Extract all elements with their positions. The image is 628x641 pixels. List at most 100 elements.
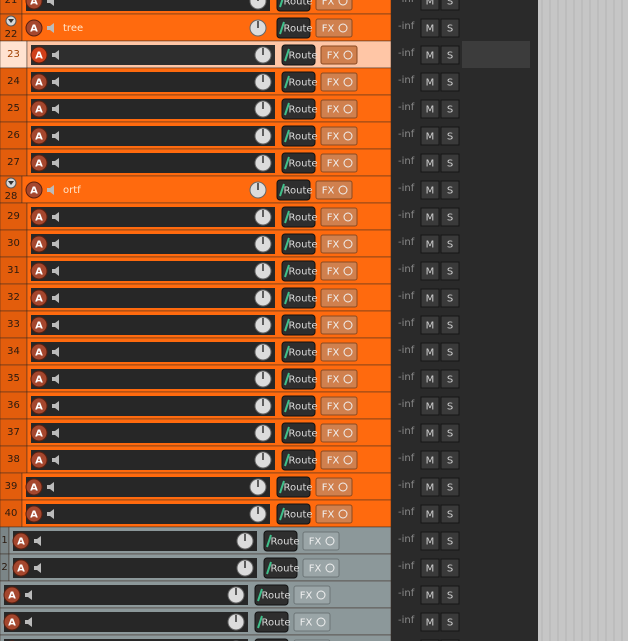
route-button[interactable] bbox=[276, 179, 311, 201]
solo-button[interactable] bbox=[440, 423, 460, 443]
monitor-icon[interactable] bbox=[52, 401, 59, 411]
fx-bypass-icon[interactable] bbox=[343, 401, 353, 411]
record-arm-button[interactable] bbox=[25, 505, 43, 523]
solo-button[interactable] bbox=[440, 369, 460, 389]
fx-bypass-icon[interactable] bbox=[338, 482, 348, 492]
monitor-icon[interactable] bbox=[47, 0, 54, 6]
mute-button[interactable] bbox=[420, 45, 440, 65]
route-button[interactable] bbox=[276, 0, 311, 12]
record-arm-button[interactable] bbox=[25, 478, 43, 496]
monitor-icon[interactable] bbox=[52, 455, 59, 465]
route-button[interactable] bbox=[281, 233, 316, 255]
track-panel-row[interactable] bbox=[0, 634, 392, 641]
record-arm-button[interactable] bbox=[25, 0, 43, 10]
fx-bypass-icon[interactable] bbox=[343, 293, 353, 303]
route-button[interactable] bbox=[281, 152, 316, 174]
monitor-icon[interactable] bbox=[52, 293, 59, 303]
monitor-icon[interactable] bbox=[47, 509, 54, 519]
route-button[interactable] bbox=[254, 584, 289, 606]
mute-button[interactable] bbox=[420, 585, 440, 605]
record-arm-button[interactable] bbox=[30, 208, 48, 226]
record-arm-button[interactable] bbox=[30, 451, 48, 469]
route-button[interactable] bbox=[281, 368, 316, 390]
fx-bypass-icon[interactable] bbox=[343, 50, 353, 60]
solo-button[interactable] bbox=[440, 288, 460, 308]
route-button[interactable] bbox=[254, 611, 289, 633]
fx-button-group[interactable] bbox=[315, 0, 353, 11]
mute-button[interactable] bbox=[420, 18, 440, 38]
fx-bypass-icon[interactable] bbox=[338, 0, 348, 6]
monitor-icon[interactable] bbox=[52, 239, 59, 249]
record-arm-button[interactable] bbox=[30, 73, 48, 91]
mute-button[interactable] bbox=[420, 531, 440, 551]
mute-button[interactable] bbox=[420, 153, 440, 173]
record-arm-button[interactable] bbox=[30, 424, 48, 442]
route-button[interactable] bbox=[263, 557, 298, 579]
route-button[interactable] bbox=[281, 206, 316, 228]
monitor-icon[interactable] bbox=[25, 617, 32, 627]
mute-button[interactable] bbox=[420, 369, 440, 389]
fx-bypass-icon[interactable] bbox=[325, 536, 335, 546]
fx-bypass-icon[interactable] bbox=[343, 266, 353, 276]
mute-button[interactable] bbox=[420, 207, 440, 227]
fx-bypass-icon[interactable] bbox=[343, 158, 353, 168]
mute-button[interactable] bbox=[420, 342, 440, 362]
route-button[interactable] bbox=[281, 98, 316, 120]
fx-bypass-icon[interactable] bbox=[343, 428, 353, 438]
volume-knob[interactable] bbox=[249, 0, 267, 10]
record-arm-button[interactable] bbox=[30, 235, 48, 253]
record-arm-button[interactable] bbox=[25, 181, 43, 199]
solo-button[interactable] bbox=[440, 396, 460, 416]
route-button[interactable] bbox=[281, 449, 316, 471]
route-button[interactable] bbox=[281, 341, 316, 363]
monitor-icon[interactable] bbox=[52, 158, 59, 168]
monitor-icon[interactable] bbox=[52, 320, 59, 330]
solo-button[interactable] bbox=[440, 342, 460, 362]
record-arm-button[interactable] bbox=[30, 154, 48, 172]
solo-button[interactable] bbox=[440, 207, 460, 227]
monitor-icon[interactable] bbox=[47, 482, 54, 492]
route-button[interactable] bbox=[281, 44, 316, 66]
record-arm-button[interactable] bbox=[12, 559, 30, 577]
monitor-icon[interactable] bbox=[47, 23, 54, 33]
record-arm-button[interactable] bbox=[30, 100, 48, 118]
monitor-icon[interactable] bbox=[52, 266, 59, 276]
route-button[interactable] bbox=[263, 530, 298, 552]
solo-button[interactable] bbox=[440, 45, 460, 65]
route-button[interactable] bbox=[281, 314, 316, 336]
solo-button[interactable] bbox=[440, 612, 460, 632]
fx-bypass-icon[interactable] bbox=[343, 239, 353, 249]
mute-button[interactable] bbox=[420, 261, 440, 281]
mute-button[interactable] bbox=[420, 423, 440, 443]
fx-bypass-icon[interactable] bbox=[343, 77, 353, 87]
monitor-icon[interactable] bbox=[52, 50, 59, 60]
mute-button[interactable] bbox=[420, 504, 440, 524]
record-arm-button[interactable] bbox=[12, 532, 30, 550]
record-arm-button[interactable] bbox=[3, 586, 21, 604]
solo-button[interactable] bbox=[440, 153, 460, 173]
mute-button[interactable] bbox=[420, 450, 440, 470]
solo-button[interactable] bbox=[440, 504, 460, 524]
record-arm-button[interactable] bbox=[30, 289, 48, 307]
mute-button[interactable] bbox=[420, 558, 440, 578]
solo-button[interactable] bbox=[440, 477, 460, 497]
solo-button[interactable] bbox=[440, 234, 460, 254]
record-arm-button[interactable] bbox=[25, 19, 43, 37]
solo-button[interactable] bbox=[440, 261, 460, 281]
record-arm-button[interactable] bbox=[30, 397, 48, 415]
record-arm-button[interactable] bbox=[30, 262, 48, 280]
solo-button[interactable] bbox=[440, 531, 460, 551]
route-button[interactable] bbox=[276, 476, 311, 498]
monitor-icon[interactable] bbox=[52, 347, 59, 357]
mute-button[interactable] bbox=[420, 126, 440, 146]
monitor-icon[interactable] bbox=[52, 104, 59, 114]
solo-button[interactable] bbox=[440, 0, 460, 11]
mute-button[interactable] bbox=[420, 180, 440, 200]
route-button[interactable] bbox=[276, 503, 311, 525]
fx-bypass-icon[interactable] bbox=[316, 617, 326, 627]
solo-button[interactable] bbox=[440, 585, 460, 605]
fx-bypass-icon[interactable] bbox=[343, 347, 353, 357]
solo-button[interactable] bbox=[440, 558, 460, 578]
monitor-icon[interactable] bbox=[52, 374, 59, 384]
mute-button[interactable] bbox=[420, 72, 440, 92]
